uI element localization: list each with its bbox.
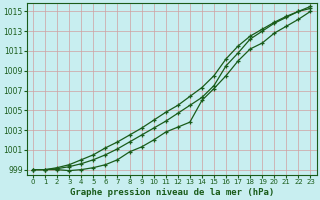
X-axis label: Graphe pression niveau de la mer (hPa): Graphe pression niveau de la mer (hPa) [70,188,274,197]
